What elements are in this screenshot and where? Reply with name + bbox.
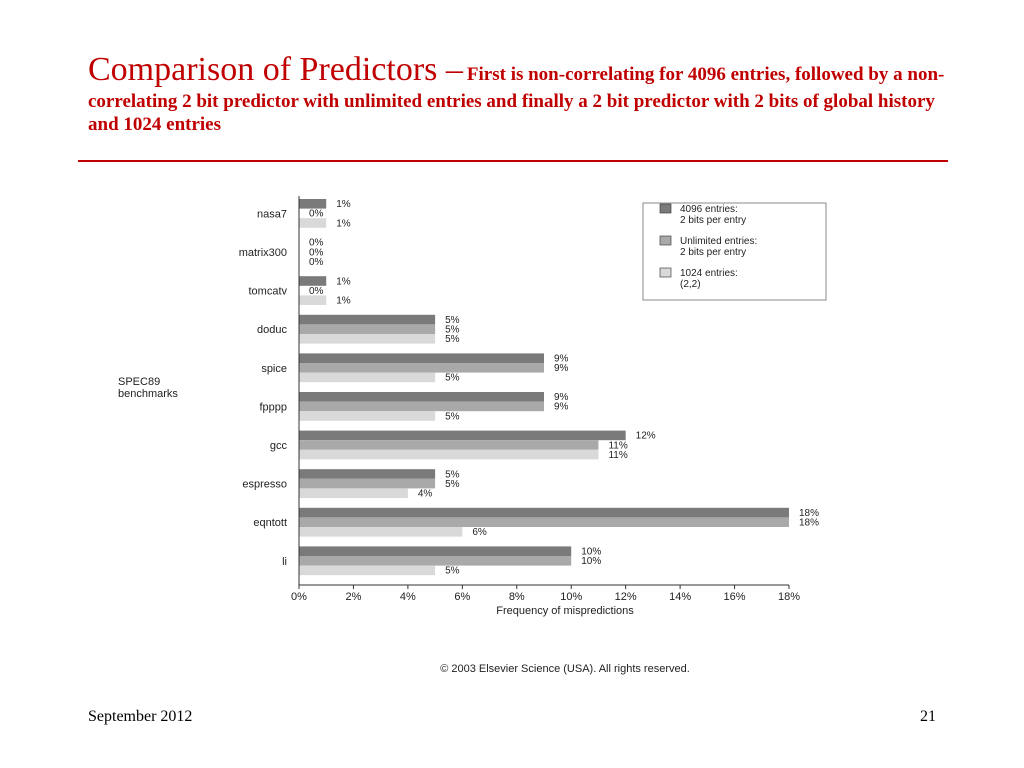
copyright-notice: © 2003 Elsevier Science (USA). All right… [440, 663, 690, 675]
value-label-fpppp-series-3: 5% [445, 411, 460, 422]
category-label-fpppp: fpppp [259, 401, 287, 413]
legend-label-3-line-2: (2,2) [680, 279, 701, 290]
value-label-gcc-series-1: 12% [636, 431, 656, 442]
bar-eqntott-series-3 [299, 527, 463, 537]
category-label-spice: spice [261, 363, 287, 375]
value-label-tomcatv-series-2: 0% [309, 286, 324, 297]
legend-box [642, 202, 827, 301]
value-label-gcc-series-2: 11% [608, 440, 627, 451]
value-label-espresso-series-3: 4% [418, 489, 433, 500]
value-label-li-series-1: 10% [581, 547, 601, 558]
bar-spice-series-1 [299, 353, 544, 363]
value-label-matrix300-series-2: 0% [309, 247, 324, 258]
x-tick-label-2: 4% [400, 591, 416, 603]
value-label-doduc-series-1: 5% [445, 315, 460, 326]
bar-fpppp-series-2 [299, 401, 544, 412]
value-label-eqntott-series-1: 18% [799, 508, 819, 519]
bar-espresso-series-2 [299, 478, 436, 489]
x-tick-label-9: 18% [778, 591, 800, 603]
bar-spice-series-2 [299, 363, 544, 373]
value-label-tomcatv-series-3: 1% [336, 296, 351, 307]
value-label-li-series-2: 10% [581, 556, 601, 567]
category-label-gcc: gcc [270, 440, 288, 452]
legend-label-3-line-1: 1024 entries: [680, 268, 738, 279]
bar-gcc-series-3 [299, 449, 599, 460]
title-subtitle: First is non-correlating for 4096 entrie… [88, 64, 945, 135]
bar-spice-series-3 [299, 372, 436, 383]
bar-li-series-3 [299, 565, 436, 576]
category-label-matrix300: matrix300 [239, 247, 287, 259]
legend-label-1-line-1: 4096 entries: [680, 204, 738, 215]
value-label-nasa7-series-1: 1% [336, 199, 351, 210]
value-label-eqntott-series-2: 18% [799, 518, 819, 529]
value-label-matrix300-series-3: 0% [309, 257, 324, 268]
bar-fpppp-series-3 [299, 411, 436, 421]
value-label-spice-series-3: 5% [445, 373, 460, 384]
bar-espresso-series-3 [299, 488, 408, 498]
legend-label-1-line-2: 2 bits per entry [680, 215, 746, 226]
bar-nasa7-series-3 [299, 218, 327, 228]
value-label-gcc-series-3: 11% [608, 450, 627, 461]
value-label-doduc-series-2: 5% [445, 325, 460, 336]
page-number: 21 [920, 708, 936, 725]
value-label-fpppp-series-1: 9% [554, 392, 569, 403]
benchmark-group-label-line-1: SPEC89 [118, 376, 160, 388]
bar-eqntott-series-2 [299, 517, 789, 527]
x-tick-label-7: 14% [669, 591, 691, 603]
legend-label-2-line-2: 2 bits per entry [680, 247, 746, 258]
category-label-li: li [282, 556, 287, 568]
bar-nasa7-series-1 [299, 199, 327, 209]
bar-doduc-series-2 [299, 324, 436, 334]
title-divider [78, 160, 948, 162]
legend-swatch-3 [659, 267, 672, 278]
benchmark-group-label-line-2: benchmarks [118, 388, 178, 400]
bar-li-series-2 [299, 556, 572, 566]
title-main: Comparison of Predictors – [88, 51, 463, 88]
bar-tomcatv-series-1 [299, 276, 327, 286]
value-label-doduc-series-3: 5% [445, 334, 460, 345]
slide-title: Comparison of Predictors – First is non-… [88, 50, 948, 136]
bar-doduc-series-3 [299, 334, 436, 344]
x-tick-label-4: 8% [509, 591, 525, 603]
value-label-matrix300-series-1: 0% [309, 238, 324, 249]
category-label-nasa7: nasa7 [257, 208, 287, 220]
x-tick-label-5: 10% [560, 591, 582, 603]
category-label-espresso: espresso [242, 479, 287, 491]
legend-swatch-1 [659, 203, 672, 214]
category-label-tomcatv: tomcatv [248, 286, 287, 298]
value-label-espresso-series-2: 5% [445, 479, 460, 490]
bar-eqntott-series-1 [299, 507, 789, 518]
bar-tomcatv-series-3 [299, 295, 327, 305]
value-label-eqntott-series-3: 6% [472, 527, 487, 538]
bar-gcc-series-1 [299, 430, 626, 441]
x-tick-label-6: 12% [615, 591, 637, 603]
bar-li-series-1 [299, 546, 572, 556]
bar-doduc-series-1 [299, 314, 436, 325]
x-axis-label: Frequency of mispredictions [496, 605, 634, 617]
category-label-eqntott: eqntott [253, 517, 287, 529]
bar-gcc-series-2 [299, 440, 599, 450]
value-label-nasa7-series-2: 0% [309, 209, 324, 220]
x-tick-label-8: 16% [724, 591, 746, 603]
legend-label-2-line-1: Unlimited entries: [680, 236, 757, 247]
x-tick-label-1: 2% [345, 591, 361, 603]
value-label-espresso-series-1: 5% [445, 469, 460, 480]
x-tick-label-0: 0% [291, 591, 307, 603]
bar-espresso-series-1 [299, 469, 436, 479]
value-label-li-series-3: 5% [445, 566, 460, 577]
value-label-nasa7-series-3: 1% [336, 218, 351, 229]
value-label-fpppp-series-2: 9% [554, 402, 569, 413]
bar-fpppp-series-1 [299, 392, 544, 402]
x-tick-label-3: 6% [454, 591, 470, 603]
legend-swatch-2 [659, 235, 672, 246]
value-label-spice-series-2: 9% [554, 363, 569, 374]
value-label-spice-series-1: 9% [554, 354, 569, 365]
category-label-doduc: doduc [257, 324, 287, 336]
value-label-tomcatv-series-1: 1% [336, 276, 351, 287]
footer-date: September 2012 [88, 708, 193, 725]
benchmark-group-label: SPEC89 benchmarks [118, 376, 178, 400]
